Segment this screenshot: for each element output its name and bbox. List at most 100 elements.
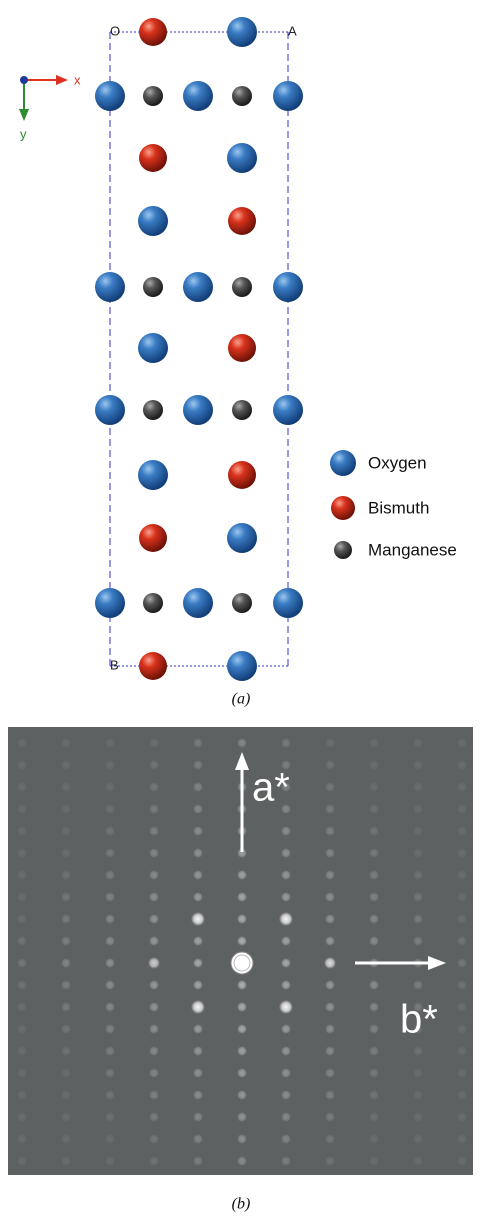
diffraction-spot <box>325 782 335 792</box>
diffraction-spot <box>193 980 203 990</box>
diffraction-spot <box>237 1002 247 1012</box>
diffraction-spot <box>369 1156 379 1166</box>
diffraction-spot <box>237 936 247 946</box>
diffraction-spot <box>193 936 203 946</box>
oxygen-atom <box>138 206 168 236</box>
diffraction-spot <box>17 980 27 990</box>
diffraction-spot <box>457 782 467 792</box>
legend-swatch <box>331 496 355 520</box>
diffraction-spot <box>237 1024 247 1034</box>
figure: O A B x y Oxygen Bismuth Manganese (a) a… <box>0 0 481 1226</box>
diffraction-spot <box>281 1068 291 1078</box>
diffraction-spot <box>61 1046 71 1056</box>
diffraction-spot <box>149 870 159 880</box>
diffraction-spot <box>149 1068 159 1078</box>
diffraction-spot <box>193 1134 203 1144</box>
diffraction-spot <box>17 892 27 902</box>
diffraction-spot <box>457 760 467 770</box>
y-axis-label: y <box>20 126 27 141</box>
diffraction-spot <box>413 936 423 946</box>
diffraction-spot <box>325 760 335 770</box>
diffraction-spot <box>281 870 291 880</box>
diffraction-spot <box>457 892 467 902</box>
diffraction-spot <box>61 1112 71 1122</box>
diffraction-spot <box>149 1156 159 1166</box>
diffraction-spot <box>17 1068 27 1078</box>
manganese-atom <box>143 400 163 420</box>
diffraction-spot <box>149 892 159 902</box>
bismuth-atom <box>139 18 167 46</box>
diffraction-spot <box>149 936 159 946</box>
diffraction-spot <box>193 738 203 748</box>
diffraction-spot <box>193 892 203 902</box>
diffraction-spot <box>17 1134 27 1144</box>
diffraction-spot <box>237 980 247 990</box>
diffraction-spot <box>325 804 335 814</box>
diffraction-spot <box>325 980 335 990</box>
diffraction-spot <box>325 1156 335 1166</box>
diffraction-spot <box>149 826 159 836</box>
diffraction-spot <box>148 957 160 969</box>
diffraction-spot <box>369 870 379 880</box>
diffraction-spot <box>369 848 379 858</box>
bismuth-atom <box>228 461 256 489</box>
diffraction-spot <box>105 1134 115 1144</box>
diffraction-spot <box>17 826 27 836</box>
diffraction-spot <box>105 980 115 990</box>
diffraction-spot <box>149 804 159 814</box>
diffraction-spot <box>193 1112 203 1122</box>
diffraction-spot <box>369 980 379 990</box>
diffraction-spot <box>279 1000 293 1014</box>
bismuth-atom <box>139 144 167 172</box>
oxygen-atom <box>183 395 213 425</box>
y-arrowhead <box>19 109 29 121</box>
corner-label: B <box>110 657 119 672</box>
diffraction-spot <box>105 1046 115 1056</box>
diffraction-spot <box>17 936 27 946</box>
diffraction-spot <box>237 1090 247 1100</box>
diffraction-spot <box>413 804 423 814</box>
diffraction-spot <box>413 826 423 836</box>
legend-swatch <box>334 541 352 559</box>
diffraction-spot <box>369 826 379 836</box>
diffraction-spot <box>17 1112 27 1122</box>
diffraction-spot <box>149 760 159 770</box>
diffraction-spot <box>193 804 203 814</box>
diffraction-spot <box>193 1046 203 1056</box>
diffraction-spot <box>457 1134 467 1144</box>
bismuth-atom <box>139 652 167 680</box>
diffraction-spot <box>237 1156 247 1166</box>
manganese-atom <box>232 400 252 420</box>
diffraction-spot <box>193 760 203 770</box>
diffraction-spot <box>17 958 27 968</box>
diffraction-spot <box>105 958 115 968</box>
diffraction-spot <box>325 1112 335 1122</box>
diffraction-spot <box>193 782 203 792</box>
oxygen-atom <box>183 272 213 302</box>
diffraction-spot <box>325 1068 335 1078</box>
diffraction-spot <box>457 958 467 968</box>
diffraction-spot <box>61 738 71 748</box>
diffraction-spot <box>237 1068 247 1078</box>
diffraction-spot <box>237 892 247 902</box>
diffraction-spot <box>457 1046 467 1056</box>
diffraction-spot <box>61 914 71 924</box>
diffraction-spot <box>457 1068 467 1078</box>
diffraction-spot <box>193 848 203 858</box>
diffraction-spot <box>193 826 203 836</box>
diffraction-spot <box>105 848 115 858</box>
oxygen-atom <box>273 395 303 425</box>
diffraction-spot <box>17 1156 27 1166</box>
legend-label: Oxygen <box>368 453 427 472</box>
diffraction-spot <box>193 870 203 880</box>
diffraction-spot <box>237 1046 247 1056</box>
oxygen-atom <box>227 651 257 681</box>
diffraction-spot <box>325 1134 335 1144</box>
oxygen-atom <box>95 81 125 111</box>
diffraction-spot <box>369 804 379 814</box>
diffraction-spot <box>149 914 159 924</box>
diffraction-spot <box>413 1156 423 1166</box>
diffraction-spot <box>457 848 467 858</box>
diffraction-spot <box>281 936 291 946</box>
diffraction-spot <box>237 1112 247 1122</box>
